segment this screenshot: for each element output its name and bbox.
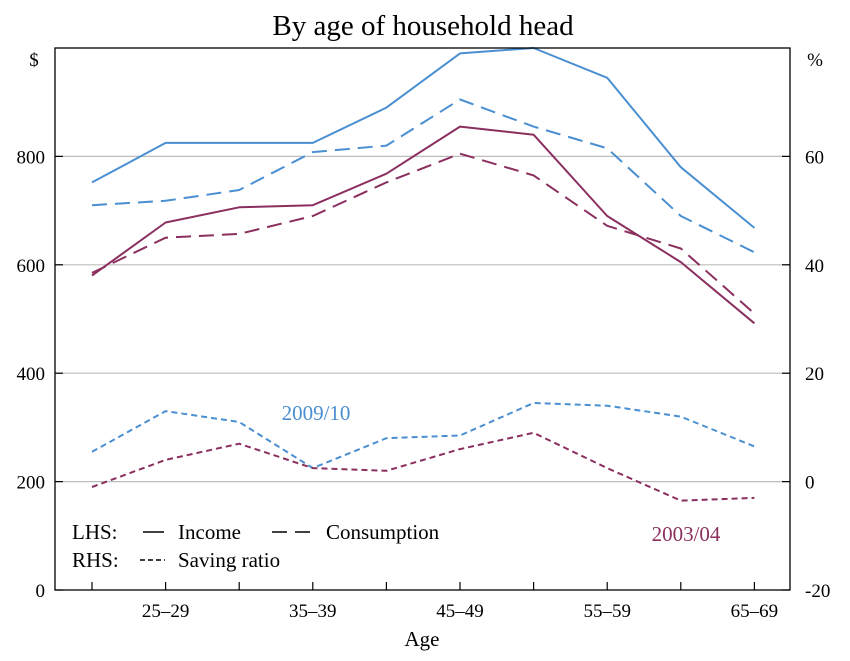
x-tick-label: 35–39 xyxy=(289,601,337,622)
legend-saving-ratio-label: Saving ratio xyxy=(178,548,280,572)
x-axis-label: Age xyxy=(405,627,440,651)
right-tick-label: 60 xyxy=(805,147,824,168)
left-axis-unit: $ xyxy=(29,50,39,71)
right-tick-label: 20 xyxy=(805,364,824,385)
series-line-2003-04-consumption xyxy=(91,152,756,315)
grid xyxy=(55,155,790,483)
legend-lhs-prefix: LHS: xyxy=(72,520,118,544)
left-tick-label: 200 xyxy=(17,473,46,494)
x-tick-label: 45–49 xyxy=(436,601,484,622)
series-line-2003-04-income xyxy=(91,125,756,325)
right-axis-unit: % xyxy=(807,50,823,71)
series-line-2009-10-income xyxy=(91,47,756,229)
ticks: 0 200 400 600 800 -20 0 20 40 60 25–29 35–39 45–49 55… xyxy=(17,147,831,622)
legend-consumption-label: Consumption xyxy=(326,520,440,544)
series-label-2009-10: 2009/10 xyxy=(282,401,351,425)
series-line-2009-10-saving-ratio xyxy=(91,402,755,470)
right-tick-label: 0 xyxy=(805,473,815,494)
right-tick-label: -20 xyxy=(805,581,830,602)
legend: LHS: Income Consumption RHS: Saving rati… xyxy=(72,520,440,572)
x-tick-label: 55–59 xyxy=(583,601,631,622)
series-label-2003-04: 2003/04 xyxy=(652,522,721,546)
series-line-2009-10-consumption xyxy=(91,98,755,254)
series-layer xyxy=(91,47,756,502)
legend-income-label: Income xyxy=(178,520,241,544)
x-tick-label: 25–29 xyxy=(142,601,190,622)
x-tick-label: 65–69 xyxy=(731,601,779,622)
left-tick-label: 800 xyxy=(17,147,46,168)
series-line-2003-04-saving-ratio xyxy=(91,431,755,502)
plot-frame xyxy=(54,47,791,591)
left-tick-label: 600 xyxy=(17,256,46,277)
right-tick-label: 40 xyxy=(805,256,824,277)
legend-rhs-prefix: RHS: xyxy=(72,548,119,572)
left-tick-label: 400 xyxy=(17,364,46,385)
series-labels: 2009/10 2003/04 xyxy=(282,401,721,546)
left-tick-label: 0 xyxy=(36,581,46,602)
chart-title: By age of household head xyxy=(272,10,574,42)
